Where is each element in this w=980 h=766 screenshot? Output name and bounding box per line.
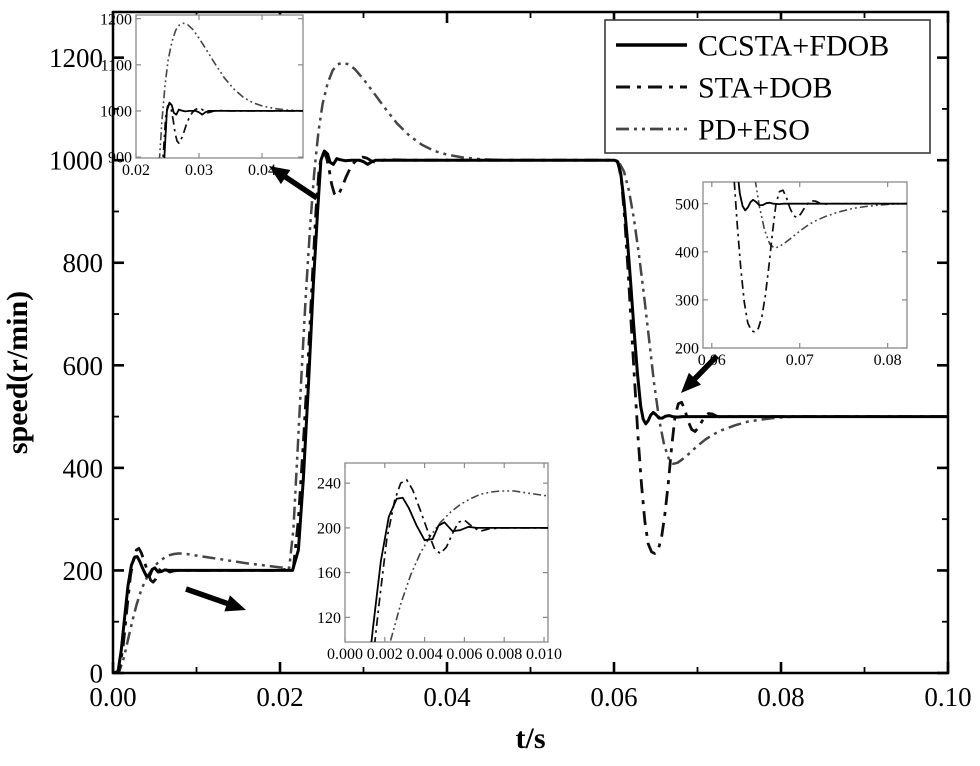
inset-bottom-x-tick-label: 0.006 (446, 646, 482, 663)
zoom-arrow (269, 166, 319, 201)
zoom-arrow-head (681, 372, 702, 393)
legend-label: CCSTA+FDOB (698, 30, 889, 63)
zoom-arrow-shaft (282, 173, 319, 201)
inset-top-left-series-ccsta-fdob (163, 101, 303, 158)
x-axis-title: t/s (516, 722, 546, 755)
inset-bottom-x-tick-label: 0.004 (407, 646, 443, 663)
inset-top-left-frame (135, 14, 304, 159)
inset-bottom-series-ccsta-fdob (370, 496, 548, 642)
y-tick-label: 400 (63, 453, 104, 483)
inset-bottom-x-tick-label: 0.010 (526, 646, 562, 663)
inset-right-series-pd-eso (754, 182, 907, 249)
inset-bottom-x-tick-label: 0.002 (367, 646, 403, 663)
inset-bottom-y-tick-label: 240 (317, 476, 341, 493)
inset-bottom-y-tick-label: 160 (317, 565, 341, 582)
zoom-arrow-head (224, 595, 246, 612)
y-tick-label: 1200 (49, 43, 103, 73)
x-axis-labels: 0.00 0.02 0.04 0.06 0.08 0.10 (89, 682, 971, 712)
x-tick-label: 0.08 (757, 682, 804, 712)
y-axis-labels: 0 200 400 600 800 1000 1200 (49, 43, 103, 688)
legend-label: STA+DOB (698, 72, 833, 105)
x-tick-label: 0.06 (590, 682, 637, 712)
inset-top-left-series (158, 22, 303, 158)
inset-bottom-frame (344, 462, 549, 643)
y-tick-label: 0 (90, 658, 104, 688)
inset-bottom-x-tick-label: 0.000 (327, 646, 363, 663)
inset-top-left-x-tick-label: 0.02 (122, 162, 150, 179)
y-tick-label: 600 (63, 351, 104, 381)
inset-top-left-y-tick-label: 900 (108, 150, 132, 167)
inset-bottom-y-tick-label: 120 (317, 610, 341, 627)
x-tick-label: 0.04 (423, 682, 471, 712)
y-axis-title: speed(r/min) (1, 291, 34, 454)
inset-bottom-y-tick-label: 200 (317, 520, 341, 537)
main-series (113, 61, 948, 673)
legend-entry-ccsta-fdob: CCSTA+FDOB (616, 30, 889, 63)
inset-top-left-y-tick-label: 1000 (100, 104, 132, 121)
zoom-arrow-shaft (691, 354, 719, 383)
inset-right-frame (702, 181, 908, 349)
axis-ticks (111, 12, 950, 675)
x-tick-label: 0.02 (256, 682, 303, 712)
zoom-arrow (185, 586, 246, 612)
inset-bottom-x-tick-label: 0.008 (486, 646, 522, 663)
inset-right-y-tick-label: 500 (675, 196, 699, 213)
inset-right-series (733, 182, 907, 333)
y-tick-label: 200 (63, 556, 104, 586)
inset-top-left: 0.02 0.03 0.04 900 1000 1100 1200 (100, 11, 304, 179)
inset-right-x-tick-label: 0.07 (786, 352, 814, 369)
legend-entry-pd-eso: PD+ESO (616, 114, 810, 147)
legend: CCSTA+FDOB STA+DOB PD+ESO (604, 19, 931, 154)
y-tick-label: 800 (63, 248, 104, 278)
x-tick-label: 0.00 (89, 682, 136, 712)
inset-right-series-ccsta-fdob (737, 182, 907, 212)
x-tick-label: 0.10 (924, 682, 971, 712)
inset-bottom-series (370, 478, 548, 642)
inset-top-left-x-tick-label: 0.03 (185, 162, 213, 179)
legend-label: PD+ESO (698, 114, 810, 147)
inset-top-left-y-tick-label: 1200 (100, 11, 132, 28)
inset-right-y-tick-label: 300 (675, 292, 699, 309)
legend-entry-sta-dob: STA+DOB (616, 72, 833, 105)
series-ccsta-fdob (113, 149, 948, 673)
main-plot: 0.00 0.02 0.04 0.06 0.08 0.10 0 200 400 600 800 100… (1, 10, 972, 755)
inset-right-x-tick-label: 0.08 (874, 352, 902, 369)
inset-bottom: 0.000 0.002 0.004 0.006 0.008 0.010 120 160 200 2… (317, 462, 562, 663)
y-tick-label: 1000 (49, 146, 103, 176)
series-pd-eso (113, 61, 948, 673)
inset-top-left-x-tick-label: 0.04 (248, 162, 276, 179)
inset-right-y-tick-label: 400 (675, 244, 699, 261)
zoom-arrow-head (269, 166, 291, 185)
zoom-arrow (681, 354, 719, 393)
zoom-arrow-shaft (185, 586, 230, 607)
inset-top-left-y-tick-label: 1100 (101, 57, 132, 74)
inset-right-y-tick-label: 200 (675, 341, 699, 358)
